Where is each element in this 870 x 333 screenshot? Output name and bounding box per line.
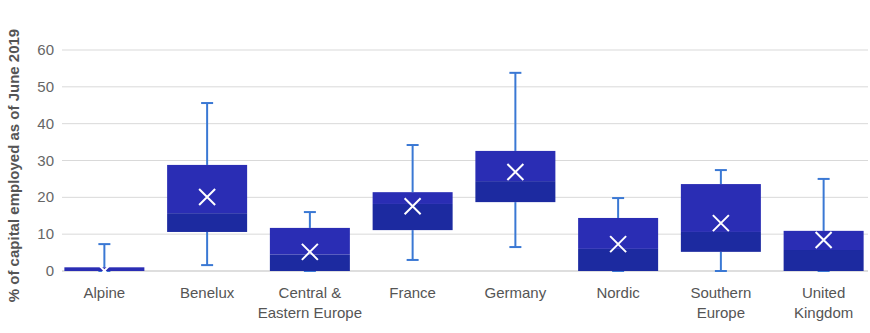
x-tick-label: UnitedKingdom <box>794 284 853 321</box>
max-cap <box>304 211 316 213</box>
mean-marker <box>610 236 626 252</box>
upper-box <box>681 184 761 232</box>
x-tick-label: Benelux <box>180 284 235 301</box>
x-tick-label: Alpine <box>84 284 126 301</box>
upper-box <box>373 192 453 204</box>
mean-marker <box>713 215 729 231</box>
mean-marker <box>199 189 215 205</box>
box-group <box>578 198 658 271</box>
lower-whisker <box>412 230 414 260</box>
max-cap <box>509 72 521 74</box>
lower-box <box>167 213 247 232</box>
x-tick-label: Germany <box>485 284 547 301</box>
mean-marker <box>96 263 112 272</box>
x-tick-label: SouthernEurope <box>690 284 751 321</box>
lower-box <box>784 250 864 271</box>
max-cap <box>612 197 624 199</box>
min-cap <box>407 259 419 261</box>
y-tick-label: 40 <box>37 115 54 132</box>
lower-box <box>475 181 555 202</box>
lower-whisker <box>720 252 722 271</box>
max-cap <box>818 178 830 180</box>
box-group <box>784 179 864 271</box>
upper-box <box>784 231 864 250</box>
x-tick-label: Central &Eastern Europe <box>258 284 362 321</box>
grid <box>62 50 868 271</box>
min-cap <box>201 264 213 266</box>
grid-line <box>62 160 868 161</box>
lower-box <box>373 204 453 230</box>
y-tick-label: 60 <box>37 41 54 58</box>
mean-marker <box>302 244 318 260</box>
min-cap <box>715 270 727 272</box>
chart: 0 10 20 30 40 50 60 % of capital employed as of… <box>0 0 870 333</box>
max-cap <box>201 102 213 104</box>
grid-line <box>62 86 868 87</box>
upper-box <box>167 165 247 213</box>
upper-whisker <box>514 73 516 151</box>
x-tick-label: Nordic <box>596 284 640 301</box>
box-group <box>373 145 453 260</box>
max-cap <box>715 169 727 171</box>
y-tick-label: 50 <box>37 78 54 95</box>
upper-whisker <box>206 103 208 165</box>
y-tick-label: 10 <box>37 225 54 242</box>
grid-line <box>62 50 868 51</box>
upper-whisker <box>103 244 105 267</box>
box-group <box>475 73 555 247</box>
max-cap <box>98 243 110 245</box>
upper-whisker <box>617 198 619 218</box>
upper-box <box>475 151 555 181</box>
y-tick-label: 0 <box>46 262 54 279</box>
lower-whisker <box>206 232 208 265</box>
mean-marker <box>507 164 523 180</box>
boxes <box>64 73 863 272</box>
lower-whisker <box>514 202 516 247</box>
y-tick-label: 20 <box>37 188 54 205</box>
upper-whisker <box>309 212 311 228</box>
y-axis-title: % of capital employed as of June 2019 <box>5 29 22 302</box>
box-group <box>681 170 761 271</box>
mean-marker <box>405 198 421 214</box>
lower-box <box>270 254 350 271</box>
grid-line <box>62 271 868 272</box>
upper-whisker <box>412 145 414 192</box>
lower-box <box>578 249 658 271</box>
y-tick-label: 30 <box>37 152 54 169</box>
max-cap <box>407 144 419 146</box>
box-group <box>270 212 350 271</box>
box-group <box>64 244 144 271</box>
upper-whisker <box>823 179 825 231</box>
lower-box <box>681 232 761 252</box>
grid-line <box>62 123 868 124</box>
x-tick-label: France <box>389 284 436 301</box>
mean-marker <box>816 232 832 248</box>
box-group <box>167 103 247 265</box>
upper-whisker <box>720 170 722 184</box>
min-cap <box>509 246 521 248</box>
